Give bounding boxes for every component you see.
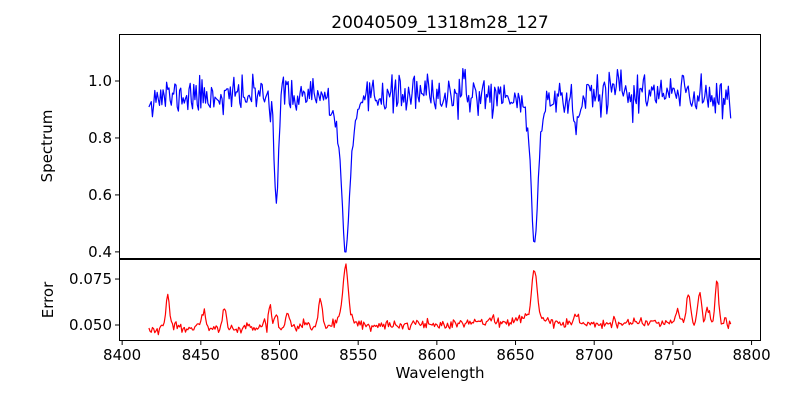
x-tick-label: 8550: [339, 346, 378, 364]
x-tick-label: 8450: [181, 346, 220, 364]
y-tick-label: 0.6: [88, 185, 112, 204]
x-tick-label: 8500: [260, 346, 299, 364]
x-tick-label: 8700: [575, 346, 614, 364]
y-tick-label: 0.4: [88, 242, 112, 261]
error-line: [148, 263, 732, 336]
x-tick-label: 8650: [496, 346, 535, 364]
chart-title: 20040509_1318m28_127: [331, 13, 549, 33]
x-tick-label: 8800: [732, 346, 771, 364]
spectrum-line: [148, 67, 732, 253]
y-tick-label: 0.075: [69, 270, 112, 289]
x-tick-label: 8750: [653, 346, 692, 364]
y-tick-label: 0.8: [88, 128, 112, 147]
axes-spines: [119, 259, 761, 341]
x-tick-label: 8600: [417, 346, 456, 364]
x-axis-label: Wavelength: [395, 364, 485, 382]
axes-spines: [119, 34, 761, 259]
y-tick-label: 0.050: [69, 316, 112, 334]
y-tick-label: 1.0: [88, 71, 112, 90]
x-tick-label: 8400: [103, 346, 142, 364]
